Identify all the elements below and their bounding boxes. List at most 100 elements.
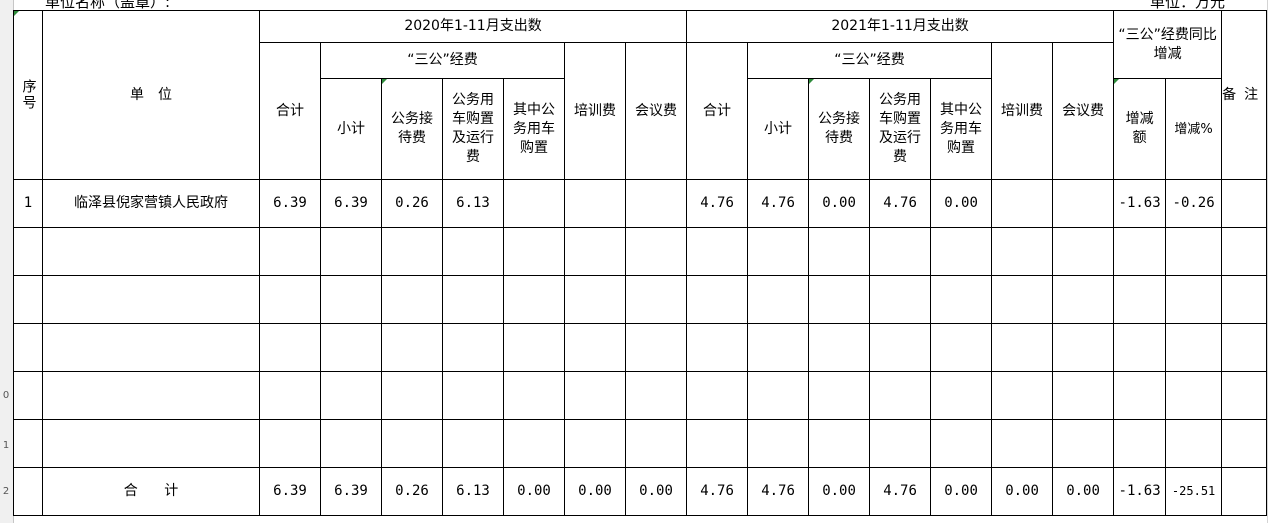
empty-cell[interactable] (381, 227, 443, 276)
empty-cell[interactable] (259, 371, 321, 420)
empty-cell[interactable] (1113, 419, 1167, 468)
cell-2020-training[interactable] (564, 179, 626, 228)
total-2020-reception[interactable]: 0.26 (381, 467, 443, 516)
empty-cell[interactable] (564, 227, 626, 276)
empty-cell[interactable] (320, 419, 382, 468)
empty-cell[interactable] (869, 275, 932, 324)
cell-2021-subtotal[interactable]: 4.76 (747, 179, 810, 228)
empty-cell[interactable] (13, 467, 43, 516)
empty-cell[interactable] (381, 323, 443, 372)
empty-cell[interactable] (503, 419, 565, 468)
empty-cell[interactable] (1052, 323, 1115, 372)
empty-cell[interactable] (564, 323, 626, 372)
empty-cell[interactable] (564, 419, 626, 468)
empty-cell[interactable] (1113, 323, 1167, 372)
total-2021-reception[interactable]: 0.00 (808, 467, 871, 516)
empty-cell[interactable] (13, 227, 43, 276)
empty-cell[interactable] (1052, 275, 1115, 324)
total-2021-vehicle-purchase[interactable]: 0.00 (930, 467, 993, 516)
cell-change-pct[interactable]: -0.26 (1165, 179, 1223, 228)
empty-cell[interactable] (503, 323, 565, 372)
empty-cell[interactable] (13, 419, 43, 468)
row-number[interactable]: 2 (2, 486, 10, 497)
empty-cell[interactable] (686, 275, 749, 324)
empty-cell[interactable] (320, 227, 382, 276)
empty-cell[interactable] (381, 371, 443, 420)
empty-cell[interactable] (808, 323, 871, 372)
empty-cell[interactable] (808, 275, 871, 324)
empty-cell[interactable] (442, 371, 504, 420)
empty-cell[interactable] (991, 227, 1054, 276)
total-2021-meeting[interactable]: 0.00 (1052, 467, 1115, 516)
empty-cell[interactable] (1165, 371, 1223, 420)
empty-cell[interactable] (869, 227, 932, 276)
empty-cell[interactable] (42, 227, 260, 276)
empty-cell[interactable] (1113, 275, 1167, 324)
cell-2020-vehicle[interactable]: 6.13 (442, 179, 504, 228)
cell-2020-total[interactable]: 6.39 (259, 179, 321, 228)
empty-cell[interactable] (442, 275, 504, 324)
empty-cell[interactable] (869, 323, 932, 372)
cell-2020-vehicle-purchase[interactable] (503, 179, 565, 228)
empty-cell[interactable] (1165, 275, 1223, 324)
empty-cell[interactable] (381, 419, 443, 468)
empty-cell[interactable] (259, 227, 321, 276)
empty-cell[interactable] (930, 419, 993, 468)
empty-cell[interactable] (1221, 227, 1268, 276)
total-2020-vehicle-purchase[interactable]: 0.00 (503, 467, 565, 516)
empty-cell[interactable] (259, 323, 321, 372)
empty-cell[interactable] (42, 275, 260, 324)
empty-cell[interactable] (624, 275, 688, 324)
unit-cell[interactable]: 临泽县倪家营镇人民政府 (42, 179, 260, 228)
cell-2020-meeting[interactable] (624, 179, 688, 228)
row-number[interactable]: 0 (2, 390, 10, 401)
empty-cell[interactable] (13, 323, 43, 372)
empty-cell[interactable] (503, 275, 565, 324)
empty-cell[interactable] (808, 227, 871, 276)
empty-cell[interactable] (564, 275, 626, 324)
empty-cell[interactable] (42, 323, 260, 372)
total-2020-meeting[interactable]: 0.00 (624, 467, 688, 516)
total-change-pct[interactable]: -25.51 (1165, 467, 1223, 516)
total-2021-total[interactable]: 4.76 (686, 467, 749, 516)
empty-cell[interactable] (624, 419, 688, 468)
empty-cell[interactable] (1165, 323, 1223, 372)
empty-cell[interactable] (564, 371, 626, 420)
empty-cell[interactable] (442, 419, 504, 468)
empty-cell[interactable] (503, 227, 565, 276)
empty-cell[interactable] (320, 323, 382, 372)
empty-cell[interactable] (1052, 227, 1115, 276)
empty-cell[interactable] (991, 419, 1054, 468)
empty-cell[interactable] (259, 419, 321, 468)
cell-2020-subtotal[interactable]: 6.39 (320, 179, 382, 228)
empty-cell[interactable] (747, 275, 810, 324)
empty-cell[interactable] (381, 275, 443, 324)
empty-cell[interactable] (808, 419, 871, 468)
empty-cell[interactable] (686, 323, 749, 372)
empty-cell[interactable] (442, 227, 504, 276)
cell-2021-training[interactable] (991, 179, 1054, 228)
empty-cell[interactable] (1221, 419, 1268, 468)
cell-2021-vehicle[interactable]: 4.76 (869, 179, 932, 228)
total-2020-vehicle[interactable]: 6.13 (442, 467, 504, 516)
empty-cell[interactable] (808, 371, 871, 420)
empty-cell[interactable] (42, 371, 260, 420)
empty-cell[interactable] (13, 275, 43, 324)
empty-cell[interactable] (320, 275, 382, 324)
total-2021-training[interactable]: 0.00 (991, 467, 1054, 516)
cell-change-amount[interactable]: -1.63 (1113, 179, 1167, 228)
empty-cell[interactable] (320, 371, 382, 420)
empty-cell[interactable] (686, 371, 749, 420)
empty-cell[interactable] (624, 371, 688, 420)
empty-cell[interactable] (1052, 371, 1115, 420)
empty-cell[interactable] (930, 323, 993, 372)
empty-cell[interactable] (747, 371, 810, 420)
empty-cell[interactable] (991, 371, 1054, 420)
empty-cell[interactable] (930, 275, 993, 324)
empty-cell[interactable] (259, 275, 321, 324)
seq-cell[interactable]: 1 (13, 179, 43, 228)
empty-cell[interactable] (624, 323, 688, 372)
empty-cell[interactable] (1113, 227, 1167, 276)
empty-cell[interactable] (869, 419, 932, 468)
empty-cell[interactable] (1221, 323, 1268, 372)
